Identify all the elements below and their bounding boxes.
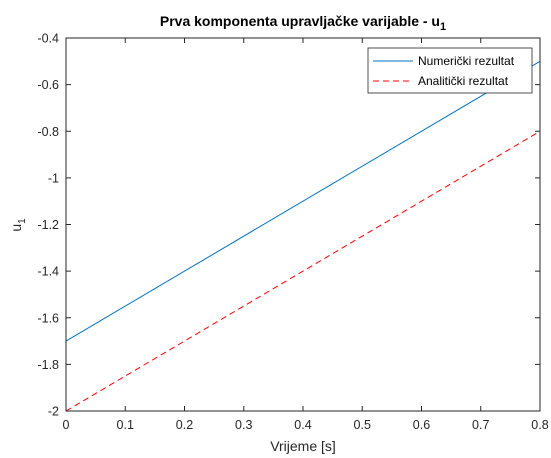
- chart-title: Prva komponenta upravljačke varijable - …: [160, 13, 446, 33]
- y-tick-label: -2: [48, 405, 59, 419]
- x-tick-label: 0.6: [413, 418, 430, 432]
- x-tick-label: 0.5: [354, 418, 371, 432]
- series-line-1: [65, 130, 541, 412]
- y-tick-label: -1.6: [37, 311, 59, 325]
- series-layer: [65, 60, 541, 412]
- legend: Numerički rezultat Analitički rezultat: [367, 47, 533, 94]
- x-tick-label: 0.8: [531, 418, 548, 432]
- x-tick-label: 0.2: [176, 418, 193, 432]
- x-tick-label: 0.3: [235, 418, 252, 432]
- y-tick-label: -0.6: [37, 78, 59, 92]
- chart-title-subscript: 1: [440, 21, 446, 33]
- y-tick-label: -1.2: [37, 218, 59, 232]
- y-tick-label: -0.4: [37, 32, 59, 46]
- y-axis-label-subscript: 1: [17, 218, 28, 224]
- y-tick-label: -1: [48, 171, 59, 185]
- x-axis: 0 0.1 0.2 0.3 0.4 0.5 0.6 0.7 0.8: [63, 38, 549, 432]
- x-tick-label: 0: [63, 418, 70, 432]
- plot-area: [66, 38, 540, 411]
- y-axis: -2 -1.8 -1.6 -1.4 -1.2 -1 -0.8 -0.6 -0.4: [37, 32, 540, 419]
- x-tick-label: 0.4: [294, 418, 311, 432]
- legend-box: [367, 47, 533, 94]
- y-tick-label: -1.4: [37, 265, 59, 279]
- y-tick-label: -1.8: [37, 358, 59, 372]
- x-tick-label: 0.7: [472, 418, 489, 432]
- series-line-0: [65, 60, 541, 342]
- x-tick-label: 0.1: [117, 418, 134, 432]
- y-axis-label: u1: [8, 218, 28, 232]
- legend-label-numericki: Numerički rezultat: [418, 54, 515, 68]
- x-axis-label: Vrijeme [s]: [270, 438, 336, 454]
- y-tick-label: -0.8: [37, 125, 59, 139]
- legend-label-analiticki: Analitički rezultat: [418, 74, 509, 88]
